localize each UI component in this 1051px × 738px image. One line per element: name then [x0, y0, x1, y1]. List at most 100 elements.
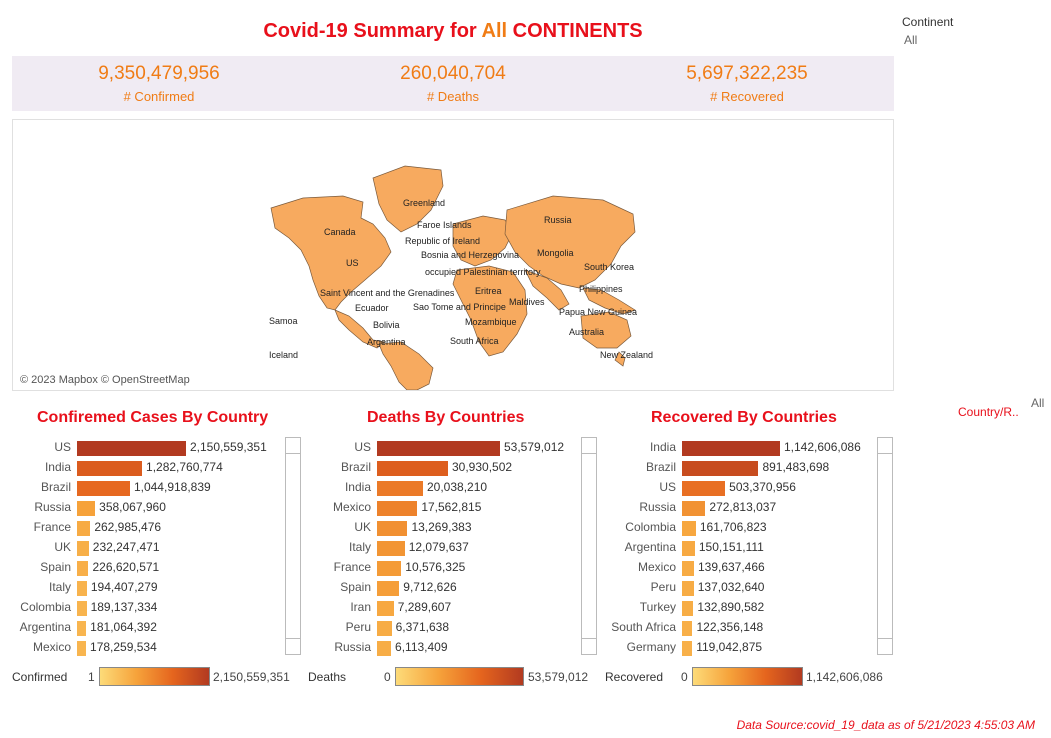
- scroll-up[interactable]: [878, 438, 892, 454]
- bar-row[interactable]: Peru 6,371,638: [0, 618, 900, 638]
- country-filter-value[interactable]: All: [1031, 396, 1045, 410]
- bar[interactable]: [377, 541, 405, 556]
- bar-row[interactable]: India 1,142,606,086: [0, 438, 900, 458]
- data-label: 358,067,960: [99, 500, 166, 514]
- bar[interactable]: [77, 621, 87, 636]
- bar-row[interactable]: Brazil 30,930,502: [0, 458, 900, 478]
- bar-row[interactable]: France 262,985,476: [0, 518, 900, 538]
- land-south-america[interactable]: [378, 341, 434, 390]
- bar[interactable]: [377, 621, 392, 636]
- legend-max: 1,142,606,086: [806, 670, 883, 684]
- land-australia[interactable]: [580, 311, 632, 349]
- bar[interactable]: [682, 641, 693, 656]
- bar[interactable]: [682, 581, 694, 596]
- bar-row[interactable]: Argentina 150,151,111: [0, 538, 900, 558]
- bar[interactable]: [377, 641, 392, 656]
- bar[interactable]: [377, 561, 402, 576]
- bar[interactable]: [377, 441, 500, 456]
- bar-row[interactable]: US 2,150,559,351: [0, 438, 900, 458]
- bar[interactable]: [377, 581, 400, 596]
- scroll-up[interactable]: [582, 438, 596, 454]
- land-asia[interactable]: [504, 195, 636, 289]
- category-label: Mexico: [637, 560, 676, 574]
- bar-row[interactable]: Colombia 161,706,823: [0, 518, 900, 538]
- bar[interactable]: [77, 541, 89, 556]
- land-europe[interactable]: [452, 215, 514, 267]
- bar[interactable]: [77, 641, 87, 656]
- land-southeast-asia[interactable]: [582, 287, 636, 315]
- map-label: Mozambique: [465, 317, 517, 327]
- bar-row[interactable]: US 503,370,956: [0, 478, 900, 498]
- category-label: Italy: [48, 580, 71, 594]
- world-map-canvas[interactable]: Greenland Russia Canada Faroe Islands Republ…: [13, 120, 893, 390]
- bar[interactable]: [682, 521, 696, 536]
- bar-row[interactable]: Argentina 181,064,392: [0, 618, 900, 638]
- bar-row[interactable]: France 10,576,325: [0, 558, 900, 578]
- bar-row[interactable]: Peru 137,032,640: [0, 578, 900, 598]
- bar-row[interactable]: Russia 272,813,037: [0, 498, 900, 518]
- bar[interactable]: [682, 621, 693, 636]
- map-label: Philippines: [579, 284, 623, 294]
- land-africa[interactable]: [452, 265, 528, 357]
- bar-row[interactable]: Mexico 178,259,534: [0, 638, 900, 658]
- bar[interactable]: [77, 561, 89, 576]
- bar-row[interactable]: Mexico 139,637,466: [0, 558, 900, 578]
- map-attribution[interactable]: © 2023 Mapbox © OpenStreetMap: [20, 374, 190, 386]
- bar[interactable]: [377, 481, 423, 496]
- bar[interactable]: [77, 601, 87, 616]
- country-filter-label: Country/R..: [958, 405, 1019, 419]
- scroll-down[interactable]: [582, 638, 596, 654]
- bar[interactable]: [377, 461, 448, 476]
- bar[interactable]: [377, 521, 408, 536]
- bar[interactable]: [682, 541, 695, 556]
- bar-row[interactable]: Germany 119,042,875: [0, 638, 900, 658]
- bar-row[interactable]: Brazil 891,483,698: [0, 458, 900, 478]
- bar-row[interactable]: Turkey 132,890,582: [0, 598, 900, 618]
- bar[interactable]: [682, 441, 780, 456]
- scroll-up[interactable]: [286, 438, 300, 454]
- bar-row[interactable]: Italy 12,079,637: [0, 538, 900, 558]
- bar-row[interactable]: Russia 6,113,409: [0, 638, 900, 658]
- bar[interactable]: [77, 461, 143, 476]
- confirmed-scrollbar[interactable]: [285, 437, 301, 655]
- bar[interactable]: [682, 481, 726, 496]
- bar[interactable]: [77, 481, 130, 496]
- recovered-scrollbar[interactable]: [877, 437, 893, 655]
- bar[interactable]: [682, 501, 706, 516]
- land-north-america[interactable]: [270, 195, 392, 311]
- bar-row[interactable]: Brazil 1,044,918,839: [0, 478, 900, 498]
- data-label: 9,712,626: [403, 580, 457, 594]
- bar[interactable]: [77, 581, 87, 596]
- bar-row[interactable]: Italy 194,407,279: [0, 578, 900, 598]
- bar[interactable]: [377, 501, 418, 516]
- bar-row[interactable]: UK 13,269,383: [0, 518, 900, 538]
- bar[interactable]: [77, 501, 96, 516]
- deaths-scrollbar[interactable]: [581, 437, 597, 655]
- bar-row[interactable]: Mexico 17,562,815: [0, 498, 900, 518]
- bar[interactable]: [682, 461, 759, 476]
- continent-filter-value[interactable]: All: [904, 33, 918, 47]
- bar-row[interactable]: UK 232,247,471: [0, 538, 900, 558]
- bar-row[interactable]: Iran 7,289,607: [0, 598, 900, 618]
- bar[interactable]: [377, 601, 394, 616]
- scroll-down[interactable]: [878, 638, 892, 654]
- bar[interactable]: [77, 521, 91, 536]
- bar-row[interactable]: Colombia 189,137,334: [0, 598, 900, 618]
- bar[interactable]: [682, 601, 694, 616]
- world-map[interactable]: Greenland Russia Canada Faroe Islands Republ…: [12, 119, 894, 391]
- continent-filter[interactable]: Continent All: [902, 15, 953, 47]
- bar-row[interactable]: India 20,038,210: [0, 478, 900, 498]
- land-new-zealand[interactable]: [614, 351, 626, 367]
- bar-row[interactable]: US 53,579,012: [0, 438, 900, 458]
- bar[interactable]: [682, 561, 694, 576]
- category-label: Russia: [639, 500, 676, 514]
- bar-row[interactable]: Spain 9,712,626: [0, 578, 900, 598]
- bar-row[interactable]: Russia 358,067,960: [0, 498, 900, 518]
- bar-row[interactable]: South Africa 122,356,148: [0, 618, 900, 638]
- land-south-asia[interactable]: [524, 269, 570, 311]
- bar-row[interactable]: India 1,282,760,774: [0, 458, 900, 478]
- bar-row[interactable]: Spain 226,620,571: [0, 558, 900, 578]
- scroll-down[interactable]: [286, 638, 300, 654]
- bar[interactable]: [77, 441, 186, 456]
- land-greenland[interactable]: [372, 165, 444, 233]
